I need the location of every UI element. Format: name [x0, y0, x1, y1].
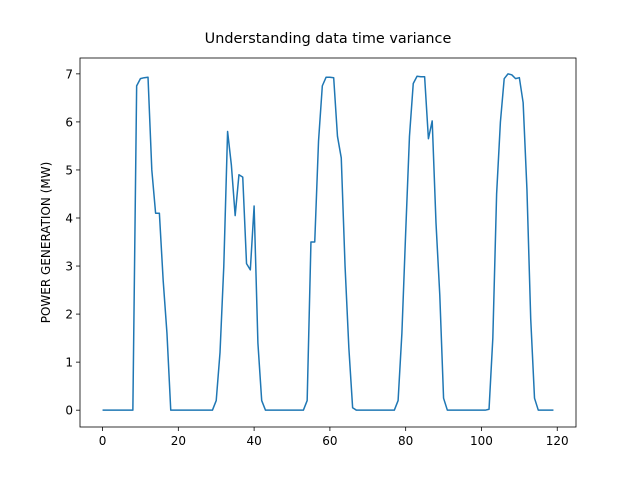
data-line — [102, 73, 554, 411]
y-tick-label: 1 — [65, 356, 73, 370]
y-tick-label: 7 — [65, 67, 73, 81]
y-axis-label: POWER GENERATION (MW) — [39, 162, 53, 324]
x-tick-label: 120 — [546, 434, 569, 448]
x-tick-label: 20 — [171, 434, 186, 448]
y-tick-label: 4 — [65, 211, 73, 225]
y-tick-label: 3 — [65, 260, 73, 274]
chart-title: Understanding data time variance — [205, 31, 452, 47]
x-tick-label: 60 — [322, 434, 337, 448]
y-tick-label: 5 — [65, 163, 73, 177]
x-tick-label: 100 — [470, 434, 493, 448]
x-tick-label: 40 — [246, 434, 261, 448]
plot-frame — [79, 57, 577, 428]
y-tick-label: 6 — [65, 115, 73, 129]
x-tick-label: 80 — [398, 434, 413, 448]
x-tick-label: 0 — [99, 434, 107, 448]
y-tick-label: 0 — [65, 404, 73, 418]
y-tick-label: 2 — [65, 308, 73, 322]
